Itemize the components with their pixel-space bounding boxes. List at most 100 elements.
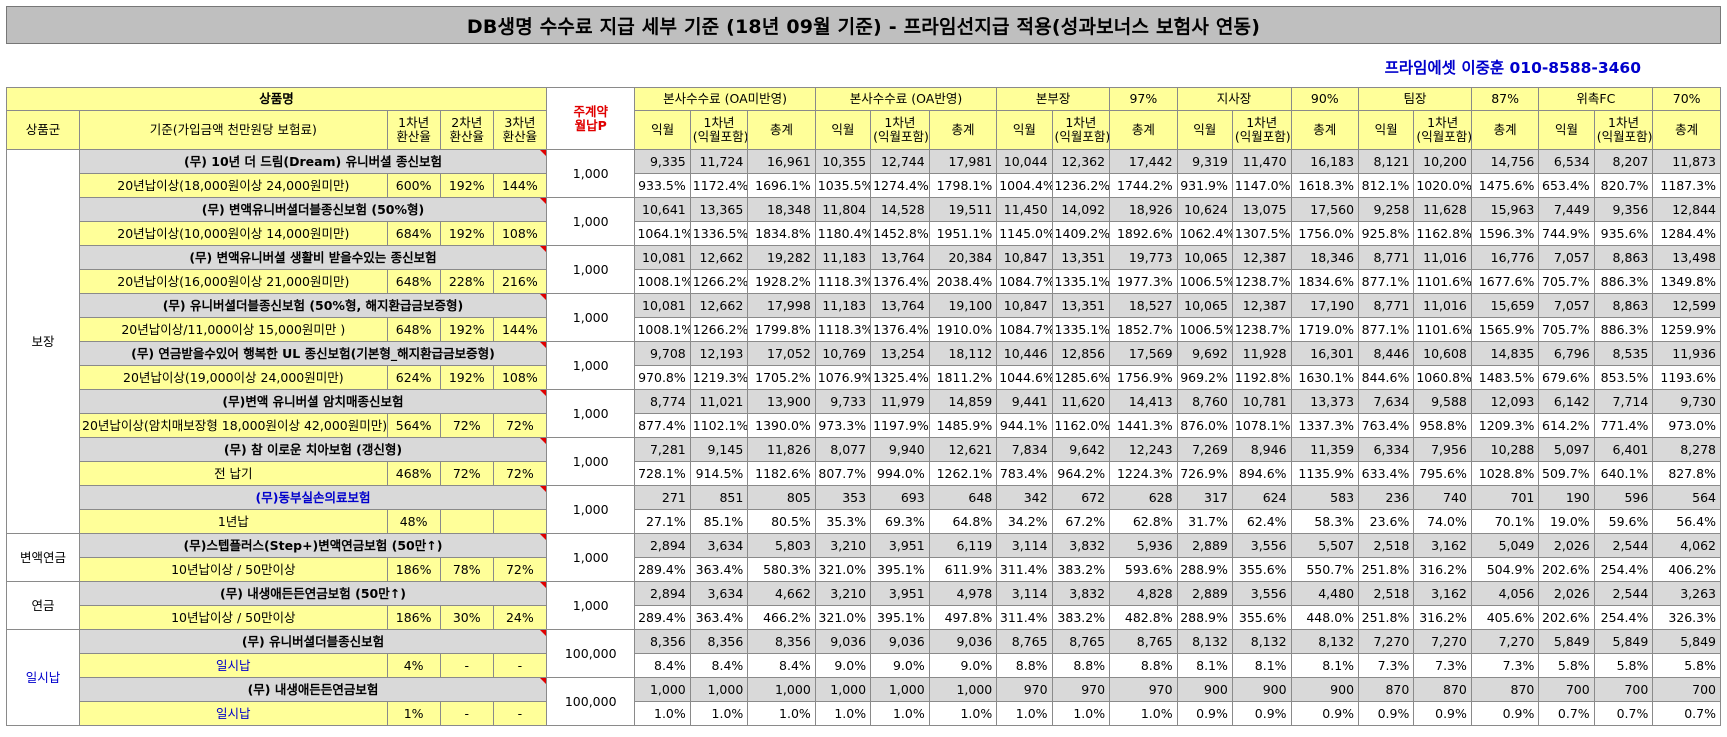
value-cell: 9,730	[1652, 389, 1721, 414]
product-row: (무)변액 유니버셜 암치매종신보험 1,000 8,774 11,021 13,900…	[7, 389, 1721, 438]
value-cell: 3,210	[814, 533, 872, 558]
value-cell: 9,258	[1358, 197, 1415, 222]
pct-cell: 1705.2%	[747, 365, 816, 390]
pct-cell: 1172.4%	[689, 173, 749, 198]
pct-cell: 886.3%	[1593, 317, 1654, 342]
value-cell: 2,518	[1358, 533, 1415, 558]
pct-cell: 0.9%	[1413, 701, 1472, 726]
value-cell: 7,057	[1538, 293, 1595, 318]
value-cell: 12,599	[1652, 293, 1721, 318]
value-cell: 12,844	[1652, 197, 1721, 222]
pct-cell: 1118.3%	[814, 317, 872, 342]
value-cell: 10,065	[1176, 293, 1233, 318]
pct-cell: 1064.1%	[634, 221, 691, 246]
value-cell: 740	[1413, 485, 1472, 510]
value-cell: 3,951	[870, 533, 930, 558]
value-cell: 7,269	[1176, 437, 1233, 462]
value-cell: 3,832	[1051, 581, 1111, 606]
value-cell: 16,183	[1290, 149, 1360, 174]
rate2-cell: 78%	[439, 557, 494, 582]
value-cell: 3,114	[996, 533, 1053, 558]
pct-cell: 497.8%	[928, 605, 998, 630]
pct-cell: 933.5%	[634, 173, 691, 198]
premium-cell: 1,000	[545, 341, 636, 390]
rate3-cell: 108%	[492, 221, 547, 246]
value-cell: 14,756	[1470, 149, 1540, 174]
pct-cell: 1135.9%	[1290, 461, 1360, 486]
group-cell: 보장	[5, 149, 81, 534]
pct-cell: 202.6%	[1538, 605, 1595, 630]
section-header: 위촉FC	[1538, 87, 1654, 111]
value-cell: 9,708	[634, 341, 691, 366]
rate2-cell: 72%	[439, 461, 494, 486]
pct-cell: 67.2%	[1051, 509, 1111, 534]
pct-cell: 1118.3%	[814, 269, 872, 294]
value-cell: 12,243	[1109, 437, 1178, 462]
pct-cell: 7.3%	[1413, 653, 1472, 678]
pct-cell: 1020.0%	[1413, 173, 1472, 198]
premium-cell: 1,000	[545, 581, 636, 630]
pct-cell: 1335.1%	[1051, 269, 1111, 294]
value-cell: 317	[1176, 485, 1233, 510]
pct-cell: 1147.0%	[1231, 173, 1292, 198]
value-cell: 8,765	[1109, 629, 1178, 654]
pct-cell: 1696.1%	[747, 173, 816, 198]
pct-cell: 59.6%	[1593, 509, 1654, 534]
rate1-cell: 186%	[386, 605, 441, 630]
value-cell: 6,796	[1538, 341, 1595, 366]
value-cell: 4,056	[1470, 581, 1540, 606]
section-pct: 87%	[1470, 87, 1540, 111]
pct-cell: 34.2%	[996, 509, 1053, 534]
pct-cell: 1.0%	[1051, 701, 1111, 726]
value-cell: 12,621	[928, 437, 998, 462]
pct-cell: 1209.3%	[1470, 413, 1540, 438]
pct-cell: 1182.6%	[747, 461, 816, 486]
value-cell: 19,511	[928, 197, 998, 222]
product-name: (무) 10년 더 드림(Dream) 유니버셜 종신보험	[79, 149, 547, 174]
value-cell: 628	[1109, 485, 1178, 510]
pct-cell: 8.4%	[689, 653, 749, 678]
sub-header: 1차년 (익월포함)	[1593, 110, 1654, 150]
criteria-row: 일시납 4% - -8.4% 8.4% 8.4% 9.0% 9.0% 9.0% 8.8% 8.8% 8…	[7, 653, 1721, 678]
pct-cell: 1193.6%	[1652, 365, 1721, 390]
criteria-cell: 20년납이상(19,000이상 24,000원미만)	[79, 365, 388, 390]
pct-cell: 5.8%	[1652, 653, 1721, 678]
pct-cell: 8.8%	[1109, 653, 1178, 678]
product-row: 보장 (무) 10년 더 드림(Dream) 유니버셜 종신보험 1,000 9,33…	[5, 149, 1721, 534]
rate3-cell: 216%	[492, 269, 547, 294]
pct-cell: 466.2%	[747, 605, 816, 630]
pct-cell: 1192.8%	[1231, 365, 1292, 390]
rate1-cell: 648%	[386, 317, 441, 342]
value-cell: 3,162	[1413, 581, 1472, 606]
premium-cell: 1,000	[545, 485, 636, 534]
premium-cell: 1,000	[545, 197, 636, 246]
value-cell: 8,863	[1593, 245, 1654, 270]
value-cell: 10,781	[1231, 389, 1292, 414]
value-cell: 5,849	[1652, 629, 1721, 654]
value-cell: 19,773	[1109, 245, 1178, 270]
pct-cell: 311.4%	[996, 605, 1053, 630]
rate2-cell: -	[439, 653, 494, 678]
criteria-cell: 전 납기	[79, 461, 388, 486]
rate2-cell: 72%	[439, 413, 494, 438]
value-cell: 8,535	[1593, 341, 1654, 366]
section-header: 본부장	[996, 87, 1111, 111]
value-cell: 10,641	[634, 197, 691, 222]
sub-header: 총계	[928, 110, 998, 150]
sub-header: 익월	[1176, 110, 1233, 150]
value-cell: 8,446	[1358, 341, 1415, 366]
value-cell: 805	[747, 485, 816, 510]
pct-cell: 509.7%	[1538, 461, 1595, 486]
pct-cell: 383.2%	[1051, 557, 1111, 582]
pct-cell: 728.1%	[634, 461, 691, 486]
pct-cell: 1630.1%	[1290, 365, 1360, 390]
product-name: (무)변액 유니버셜 암치매종신보험	[79, 389, 547, 414]
premium-cell: 100,000	[545, 629, 636, 678]
value-cell: 7,634	[1358, 389, 1415, 414]
commission-table: 상품명 주계약 월납P 본사수수료 (OA미반영) 본사수수료 (OA반영) 본부장 97%…	[5, 87, 1721, 726]
pct-cell: 1078.1%	[1231, 413, 1292, 438]
value-cell: 10,608	[1413, 341, 1472, 366]
rate1-cell: 4%	[386, 653, 441, 678]
rate3-cell: 24%	[492, 605, 547, 630]
product-name: (무)스텝플러스(Step+)변액연금보험 (50만↑)	[79, 533, 547, 558]
